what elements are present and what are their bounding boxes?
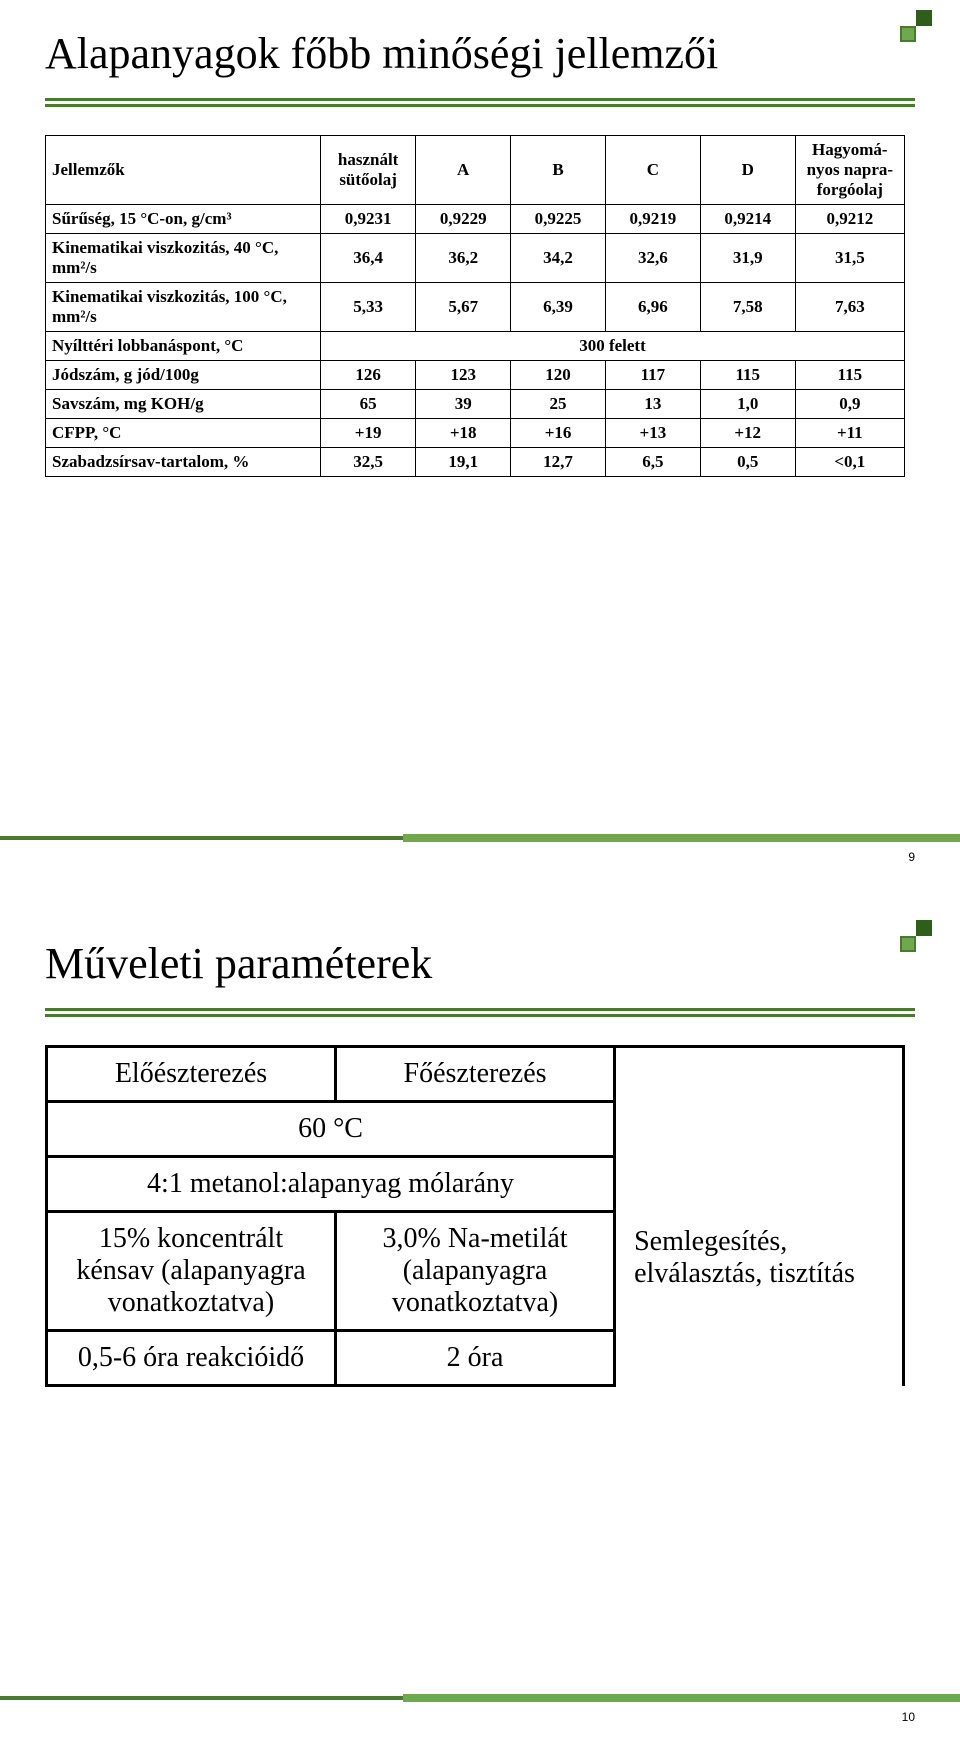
table-row: Kinematikai viszkozitás, 100 °C, mm²/s5,… xyxy=(46,283,905,332)
cell-eloeszterezes: Előészterezés xyxy=(47,1047,336,1102)
parameters-table: Előészterezés Főészterezés 60 °C 4:1 met… xyxy=(45,1045,905,1387)
table-row: Kinematikai viszkozitás, 40 °C, mm²/s36,… xyxy=(46,234,905,283)
table-row: Nyílttéri lobbanáspont, °C300 felett xyxy=(46,332,905,361)
cell-value: +19 xyxy=(320,419,415,448)
row-label: Kinematikai viszkozitás, 40 °C, mm²/s xyxy=(46,234,321,283)
row-span-value: 300 felett xyxy=(320,332,904,361)
cell-value: 6,96 xyxy=(605,283,700,332)
cell-2ora: 2 óra xyxy=(335,1331,614,1386)
cell-value: 6,39 xyxy=(511,283,606,332)
cell-value: 25 xyxy=(511,390,606,419)
cell-kensav: 15% koncentrált kénsav (alapanyagra vona… xyxy=(47,1212,336,1331)
title-accent-bar xyxy=(45,96,915,110)
cell-value: 0,9 xyxy=(795,390,904,419)
row-label: Nyílttéri lobbanáspont, °C xyxy=(46,332,321,361)
cell-value: 12,7 xyxy=(511,448,606,477)
slide2-number: 10 xyxy=(902,1710,915,1724)
cell-molarany: 4:1 metanol:alapanyag mólarány xyxy=(47,1157,615,1212)
cell-value: 0,9214 xyxy=(700,205,795,234)
cell-nametilat: 3,0% Na-metilát (alapanyagra vonatkoztat… xyxy=(335,1212,614,1331)
cell-value: 120 xyxy=(511,361,606,390)
col-a: A xyxy=(416,136,511,205)
params-row-1: Előészterezés Főészterezés xyxy=(47,1047,904,1102)
row-label: Kinematikai viszkozitás, 100 °C, mm²/s xyxy=(46,283,321,332)
cell-value: 5,67 xyxy=(416,283,511,332)
cell-value: 1,0 xyxy=(700,390,795,419)
row-label: CFPP, °C xyxy=(46,419,321,448)
cell-value: 5,33 xyxy=(320,283,415,332)
cell-value: 13 xyxy=(605,390,700,419)
bottom-accent-bar-light xyxy=(403,1694,960,1702)
table-header-row: Jellemzők használt sütőolaj A B C D Hagy… xyxy=(46,136,905,205)
col-jellemzok: Jellemzők xyxy=(46,136,321,205)
cell-value: 0,9229 xyxy=(416,205,511,234)
cell-value: 0,9225 xyxy=(511,205,606,234)
cell-value: 34,2 xyxy=(511,234,606,283)
col-d: D xyxy=(700,136,795,205)
slide2-title: Műveleti paraméterek xyxy=(45,940,915,988)
row-label: Savszám, mg KOH/g xyxy=(46,390,321,419)
col-b: B xyxy=(511,136,606,205)
table-row: Szabadzsírsav-tartalom, %32,519,112,76,5… xyxy=(46,448,905,477)
corner-decoration xyxy=(892,10,932,42)
cell-value: 7,63 xyxy=(795,283,904,332)
cell-value: 31,9 xyxy=(700,234,795,283)
cell-value: 65 xyxy=(320,390,415,419)
cell-reakcioido: 0,5-6 óra reakcióidő xyxy=(47,1331,336,1386)
bottom-accent-bar xyxy=(0,836,960,840)
row-label: Szabadzsírsav-tartalom, % xyxy=(46,448,321,477)
cell-value: 36,2 xyxy=(416,234,511,283)
deco-square-dark xyxy=(916,920,932,936)
deco-square-light xyxy=(900,26,916,42)
cell-value: 19,1 xyxy=(416,448,511,477)
cell-value: 39 xyxy=(416,390,511,419)
cell-value: 0,9231 xyxy=(320,205,415,234)
cell-value: <0,1 xyxy=(795,448,904,477)
cell-value: 126 xyxy=(320,361,415,390)
cell-value: 123 xyxy=(416,361,511,390)
cell-value: 0,9219 xyxy=(605,205,700,234)
deco-square-dark xyxy=(916,10,932,26)
params-row-4: 15% koncentrált kénsav (alapanyagra vona… xyxy=(47,1212,904,1331)
cell-value: +12 xyxy=(700,419,795,448)
cell-value: 115 xyxy=(795,361,904,390)
cell-value: +13 xyxy=(605,419,700,448)
table-row: CFPP, °C+19+18+16+13+12+11 xyxy=(46,419,905,448)
bottom-accent-bar xyxy=(0,1696,960,1700)
row-label: Jódszám, g jód/100g xyxy=(46,361,321,390)
slide1-title: Alapanyagok főbb minőségi jellemzői xyxy=(45,30,915,78)
slide1-number: 9 xyxy=(908,850,915,864)
cell-value: 115 xyxy=(700,361,795,390)
cell-value: 0,5 xyxy=(700,448,795,477)
cell-value: 36,4 xyxy=(320,234,415,283)
cell-value: 7,58 xyxy=(700,283,795,332)
cell-value: 32,6 xyxy=(605,234,700,283)
cell-temp: 60 °C xyxy=(47,1102,615,1157)
cell-value: 6,5 xyxy=(605,448,700,477)
col-c: C xyxy=(605,136,700,205)
cell-value: 32,5 xyxy=(320,448,415,477)
cell-semlegesites: Semlegesítés, elválasztás, tisztítás xyxy=(615,1212,904,1386)
slide-2: Műveleti paraméterek Előészterezés Főész… xyxy=(0,910,960,1730)
cell-value: 117 xyxy=(605,361,700,390)
cell-value: +11 xyxy=(795,419,904,448)
table-row: Savszám, mg KOH/g653925131,00,9 xyxy=(46,390,905,419)
slide-1: Alapanyagok főbb minőségi jellemzői Jell… xyxy=(0,0,960,870)
corner-decoration xyxy=(892,920,932,952)
cell-foeszterezes: Főészterezés xyxy=(335,1047,614,1102)
table-row: Jódszám, g jód/100g126123120117115115 xyxy=(46,361,905,390)
bottom-accent-bar-light xyxy=(403,834,960,842)
properties-table: Jellemzők használt sütőolaj A B C D Hagy… xyxy=(45,135,905,477)
cell-value: 31,5 xyxy=(795,234,904,283)
table-row: Sűrűség, 15 °C-on, g/cm³0,92310,92290,92… xyxy=(46,205,905,234)
col-hagyomanyos: Hagyomá-nyos napra-forgóolaj xyxy=(795,136,904,205)
row-label: Sűrűség, 15 °C-on, g/cm³ xyxy=(46,205,321,234)
col-hasznalt: használt sütőolaj xyxy=(320,136,415,205)
cell-value: +18 xyxy=(416,419,511,448)
deco-square-light xyxy=(900,936,916,952)
cell-value: +16 xyxy=(511,419,606,448)
cell-empty-top xyxy=(615,1047,904,1212)
cell-value: 0,9212 xyxy=(795,205,904,234)
title-accent-bar xyxy=(45,1006,915,1020)
